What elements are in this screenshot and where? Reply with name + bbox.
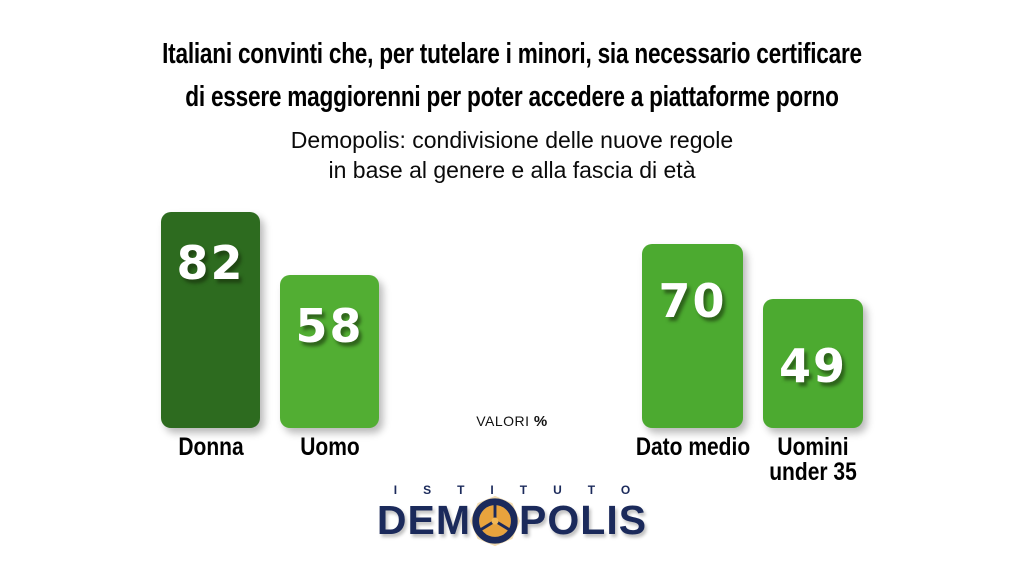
chart-subtitle-line1: Demopolis: condivisione delle nuove rego… [290, 127, 734, 153]
values-unit-note: VALORI % [430, 413, 594, 430]
logo-demopolis-text: DEM POLIS [377, 493, 647, 547]
chart-title-line1: Italiani convinti che, per tutelare i mi… [162, 38, 862, 70]
category-label-uomo: Uomo [300, 433, 360, 461]
bar-value-donna: 82 [176, 236, 245, 290]
category-label-dato-medio: Dato medio [635, 433, 751, 461]
category-label-uomini-under-35: Uomini under 35 [769, 433, 857, 486]
bar-dato-medio: 70 [642, 244, 743, 428]
bar-uomo: 58 [280, 275, 379, 428]
chart-title: Italiani convinti che, per tutelare i mi… [113, 33, 912, 119]
chart-title-line2: di essere maggiorenni per poter accedere… [185, 81, 839, 113]
values-unit-label: VALORI [476, 413, 530, 429]
logo-text-end: POLIS [519, 496, 648, 543]
bar-value-uomo: 58 [295, 299, 364, 353]
bar-donna: 82 [161, 212, 260, 428]
bar-uomini-under-35: 49 [763, 299, 863, 428]
logo-istituto-text: ISTITUTO [393, 483, 657, 497]
logo-text-start: DEM [376, 496, 472, 543]
chart-subtitle: Demopolis: condivisione delle nuove rego… [0, 125, 1024, 185]
demopolis-logo: ISTITUTO DEM POLIS [0, 483, 1024, 547]
category-label-donna: Donna [178, 433, 244, 461]
demopolis-wheel-icon [469, 495, 521, 547]
bar-value-dato-medio: 70 [658, 274, 727, 328]
percent-sign: % [533, 413, 548, 430]
chart-subtitle-line2: in base al genere e alla fascia di età [328, 157, 696, 183]
bar-value-uomini-under-35: 49 [778, 339, 847, 393]
